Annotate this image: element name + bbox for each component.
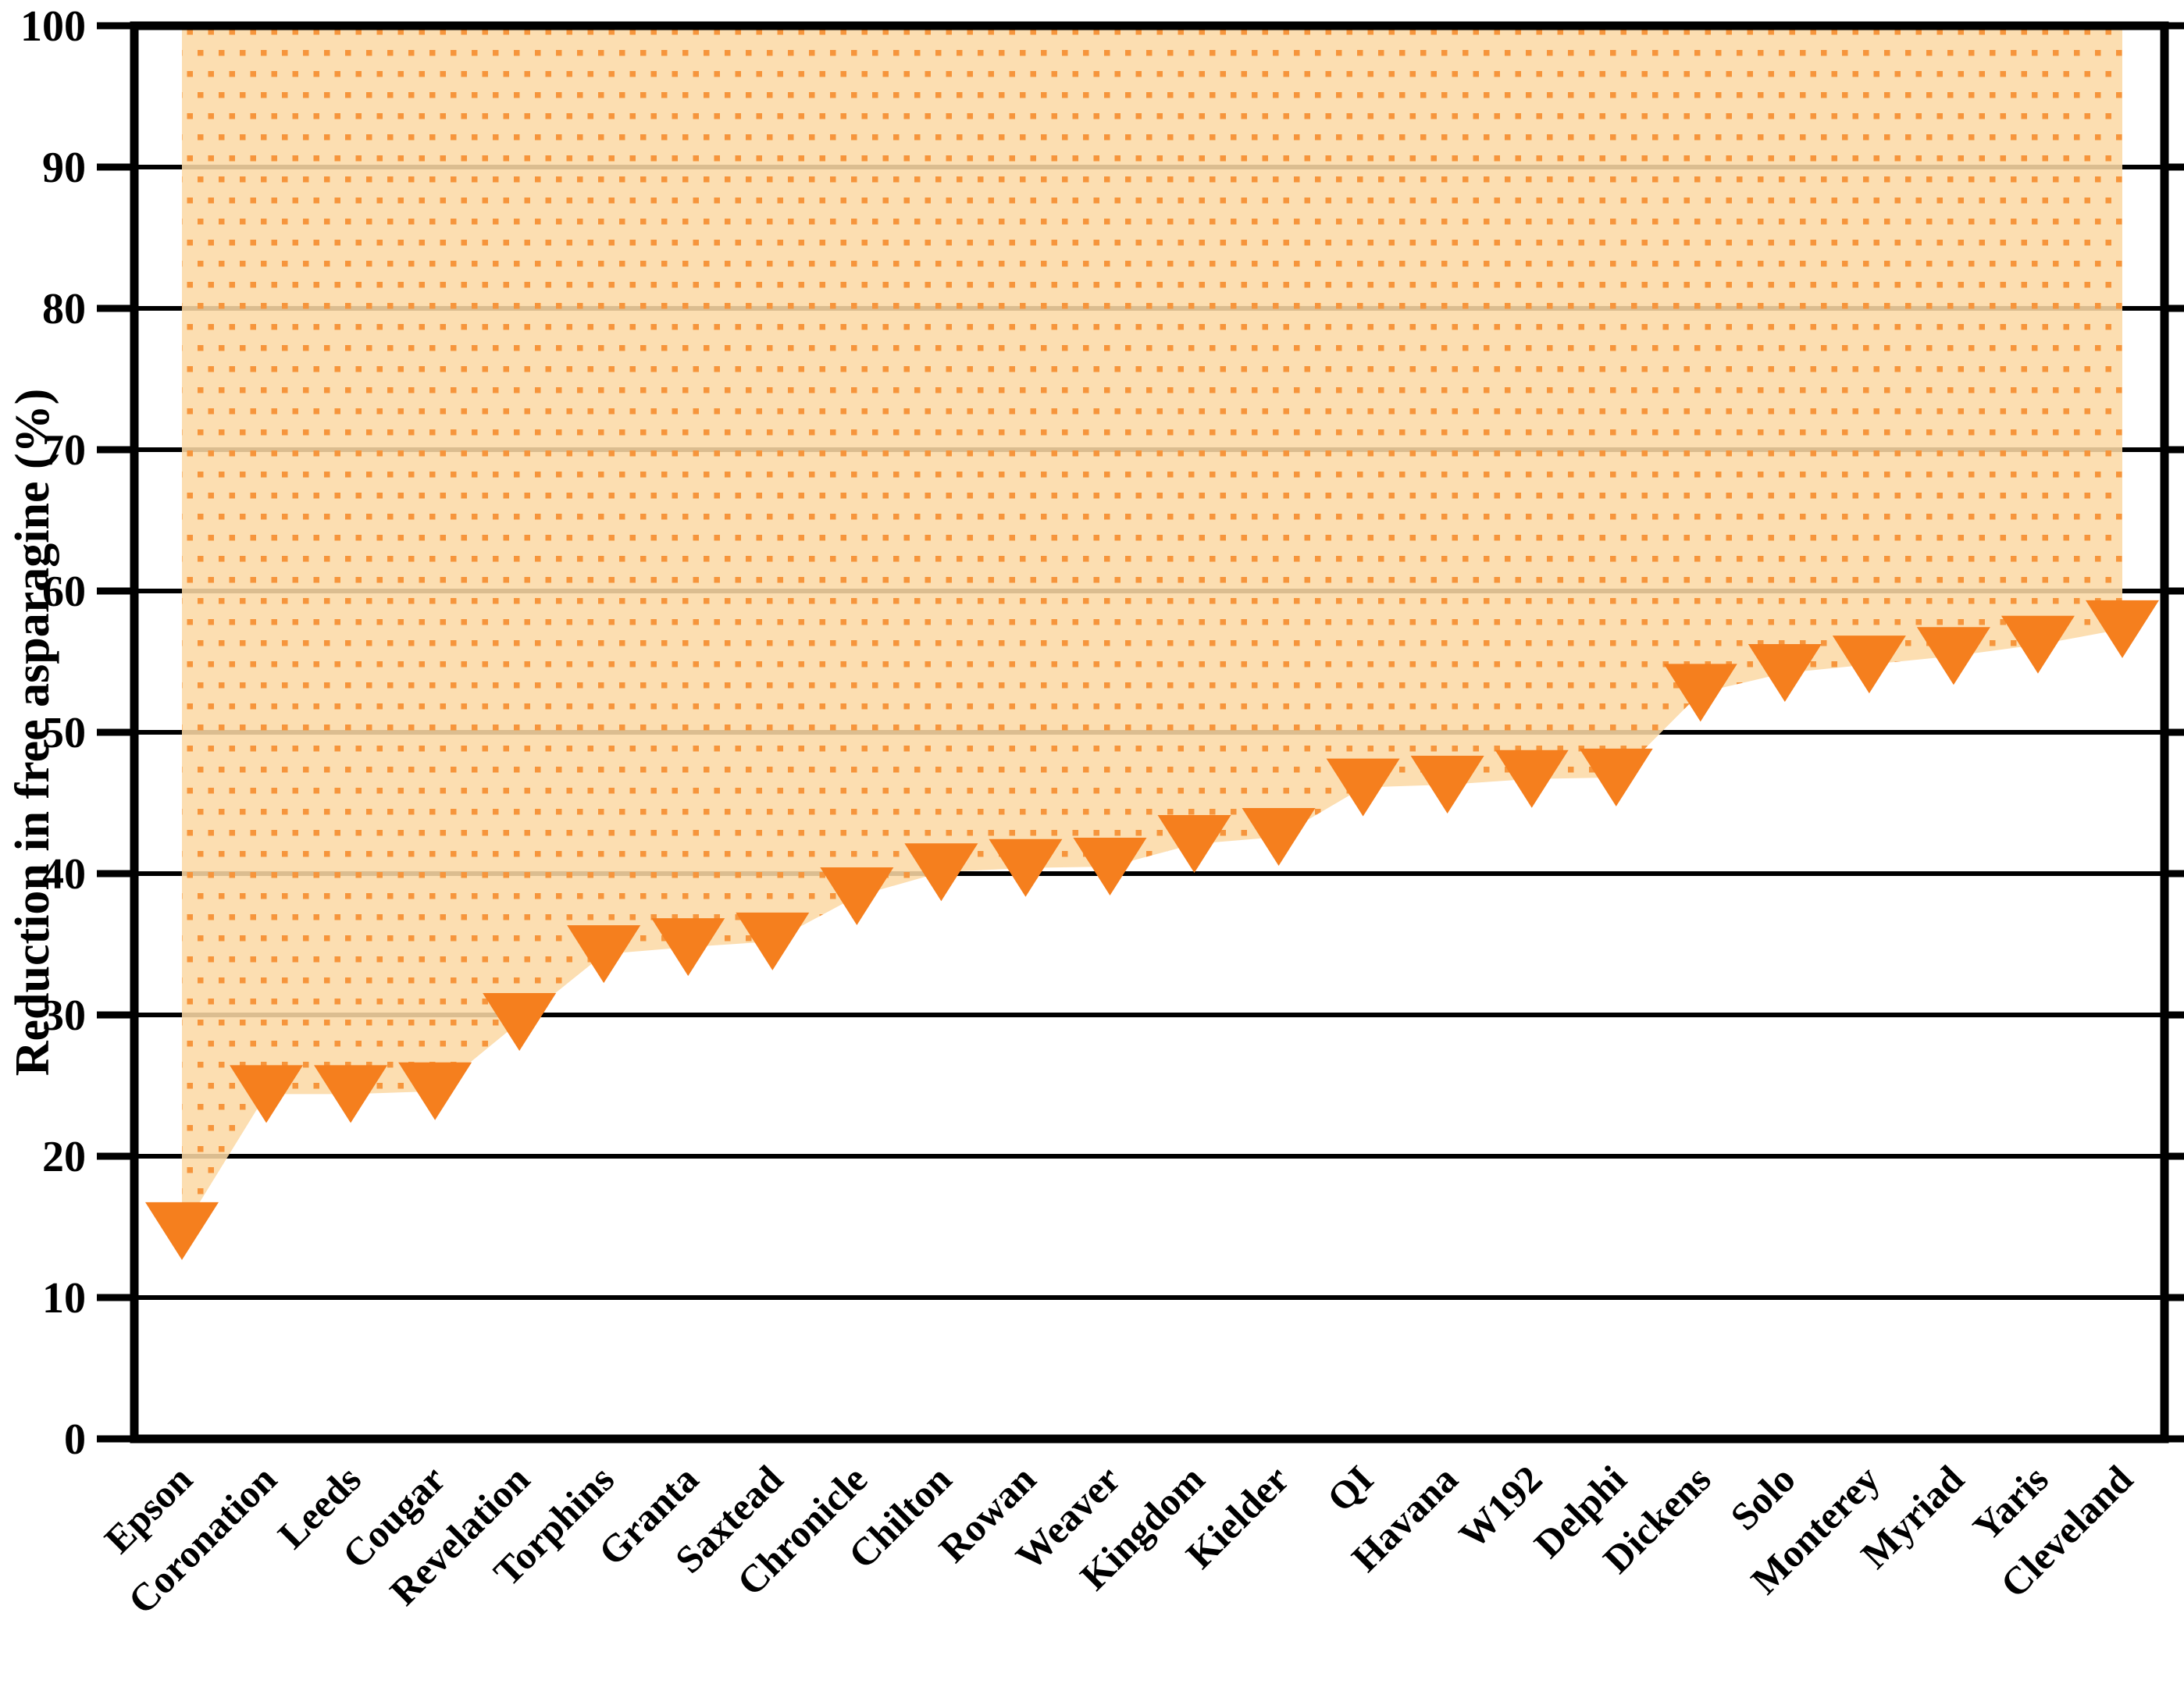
y-tick-label-80: 80 (42, 285, 86, 333)
marker-leeds (314, 1065, 388, 1123)
marker-havana (1410, 755, 1484, 814)
marker-saxtead (736, 912, 810, 970)
y-tick-label-100: 100 (20, 2, 86, 51)
marker-qi (1326, 758, 1400, 817)
marker-monterey (1832, 636, 1906, 694)
y-tick-label-40: 40 (42, 850, 86, 899)
marker-granta (651, 918, 725, 977)
area-fill (182, 30, 2122, 1231)
marker-dickens (1663, 664, 1737, 722)
marker-chilton (904, 843, 978, 902)
y-tick-label-70: 70 (42, 426, 86, 475)
marker-kingdom (1157, 814, 1231, 873)
marker-delphi (1579, 748, 1653, 806)
y-tick-label-0: 0 (64, 1415, 86, 1464)
y-tick-label-90: 90 (42, 144, 86, 192)
marker-cougar (398, 1062, 472, 1120)
marker-chronicle (820, 867, 894, 925)
y-tick-label-60: 60 (42, 568, 86, 616)
marker-epson (145, 1202, 219, 1260)
x-tick-label-qi: QI (1319, 1457, 1382, 1520)
y-tick-label-20: 20 (42, 1133, 86, 1181)
axis-ticks (97, 22, 2184, 1443)
marker-weaver (1073, 837, 1147, 895)
y-tick-label-10: 10 (42, 1274, 86, 1323)
y-axis-title: Reduction in free asparagine (%) (6, 389, 59, 1077)
y-tick-label-30: 30 (42, 992, 86, 1040)
x-tick-labels: EpsonCoronationLeedsCougarRevelationTorp… (96, 1457, 2141, 1622)
marker-revelation (483, 993, 557, 1052)
marker-w192 (1495, 749, 1569, 808)
marker-kielder (1242, 807, 1316, 866)
marker-yaris (2001, 615, 2075, 674)
data-markers (145, 600, 2159, 1260)
y-tick-label-50: 50 (42, 709, 86, 757)
marker-coronation (230, 1065, 304, 1123)
marker-torphins (567, 925, 641, 984)
y-tick-labels: 0 10 20 30 40 50 60 70 80 90 100 (20, 2, 86, 1464)
marker-myriad (1916, 627, 1990, 685)
marker-cleveland (2086, 600, 2159, 658)
marker-rowan (989, 838, 1063, 897)
marker-solo (1748, 643, 1822, 702)
